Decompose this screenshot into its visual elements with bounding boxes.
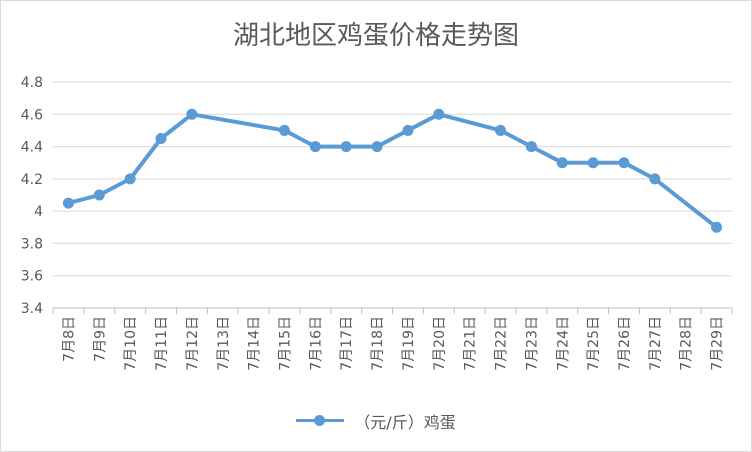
data-point [62,197,74,209]
x-tick-label: 7月26日 [617,316,633,371]
y-tick-label: 4 [34,204,43,220]
chart-title: 湖北地区鸡蛋价格走势图 [232,21,519,51]
data-point [186,108,198,120]
x-tick-label: 7月12日 [185,316,201,371]
data-point [278,124,290,136]
data-point [618,157,630,169]
x-tick-label: 7月11日 [154,316,170,371]
series-line [66,112,719,230]
y-tick-label: 3.4 [21,301,43,317]
x-tick-label: 7月16日 [308,316,324,371]
x-tick-label: 7月14日 [247,316,263,371]
x-tick-label: 7月25日 [586,316,602,371]
x-tick-label: 7月18日 [370,316,386,371]
x-tick-label: 7月29日 [710,316,726,371]
x-tick-label: 7月8日 [61,316,77,362]
data-point [124,173,136,185]
y-tick-label: 4.8 [21,75,43,91]
data-point [309,141,321,153]
data-point [340,141,352,153]
x-tick-label: 7月13日 [216,316,232,371]
y-tick-label: 3.8 [21,236,43,252]
x-tick-label: 7月21日 [463,316,479,371]
y-tick-label: 4.4 [21,140,43,156]
data-point [155,133,167,144]
data-point [402,124,414,136]
x-tick-label: 7月24日 [555,316,571,371]
legend: （元/斤）鸡蛋 [1,409,751,433]
x-tick-label: 7月17日 [339,316,355,371]
x-tick-label: 7月20日 [432,316,448,371]
x-tick-label: 7月19日 [401,316,417,371]
data-point [371,141,383,153]
data-point [711,221,723,233]
x-tick-label: 7月28日 [679,316,695,371]
x-tick-label: 7月22日 [494,316,510,371]
y-tick-label: 3.6 [21,269,43,285]
data-point [587,157,599,169]
y-tick-label: 4.2 [21,172,43,188]
x-tick-label: 7月9日 [92,316,108,362]
x-tick-label: 7月23日 [524,316,540,371]
data-point [433,108,445,120]
legend-label: （元/斤）鸡蛋 [354,413,456,432]
x-tick-label: 7月15日 [277,316,293,371]
legend-swatch [296,413,345,429]
x-tick-label: 7月10日 [123,316,139,371]
data-point [649,173,661,185]
data-point [93,189,105,201]
data-point [495,124,507,136]
data-point [525,141,537,153]
data-point [556,157,568,169]
x-tick-label: 7月27日 [648,316,664,371]
y-tick-label: 4.6 [21,107,43,123]
